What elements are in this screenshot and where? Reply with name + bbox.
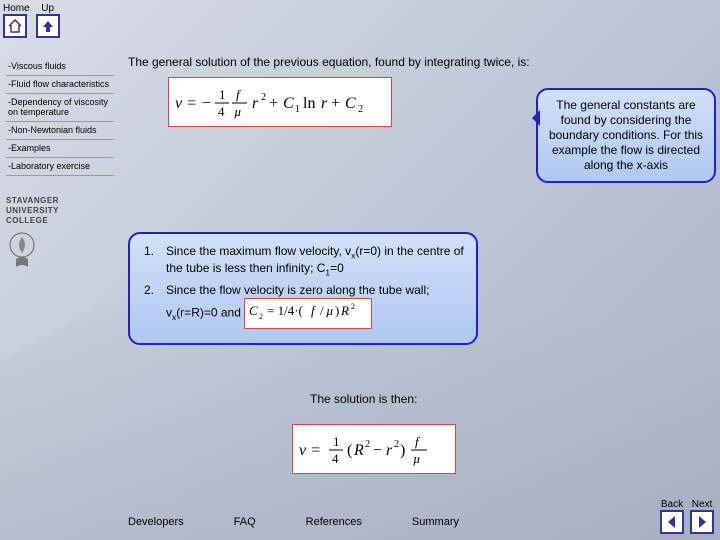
sidebar-item-examples[interactable]: -Examples: [6, 140, 114, 158]
home-button[interactable]: [3, 14, 27, 38]
svg-text:4: 4: [218, 104, 225, 119]
next-label: Next: [690, 499, 714, 510]
svg-text:1: 1: [295, 104, 300, 115]
bottom-nav: Back Next: [660, 499, 714, 534]
solution-label: The solution is then:: [310, 392, 417, 406]
svg-text:r: r: [321, 95, 328, 112]
svg-text:2: 2: [394, 439, 399, 450]
next-button[interactable]: [690, 510, 714, 534]
footer-references[interactable]: References: [306, 516, 362, 528]
svg-text:ln: ln: [303, 95, 315, 112]
svg-text:1: 1: [333, 434, 340, 449]
equation-c2: C 2 = 1/4·( f / µ ) R 2: [244, 298, 372, 329]
sidebar: -Viscous fluids -Fluid flow characterist…: [6, 58, 114, 276]
left-arrow-icon: [664, 514, 680, 530]
back-button[interactable]: [660, 510, 684, 534]
svg-text:R: R: [353, 442, 364, 459]
svg-text:C: C: [249, 303, 258, 318]
svg-text:/: /: [320, 303, 324, 318]
condition-2: 2. Since the flow velocity is zero along…: [144, 283, 466, 329]
footer-summary[interactable]: Summary: [412, 516, 459, 528]
up-arrow-icon: [40, 18, 56, 34]
svg-text:−: −: [373, 442, 382, 459]
up-button[interactable]: [36, 14, 60, 38]
svg-text:2: 2: [358, 104, 363, 115]
condition-1: 1. Since the maximum flow velocity, vx(r…: [144, 244, 466, 279]
svg-text:f: f: [311, 303, 317, 318]
equation-1: v = − 1 4 f µ r 2 + C 1 ln r + C 2: [168, 77, 392, 127]
college-name: STAVANGER UNIVERSITY COLLEGE: [6, 196, 114, 227]
intro-text: The general solution of the previous equ…: [128, 55, 708, 69]
sidebar-item-dependency[interactable]: -Dependency of viscosity on temperature: [6, 94, 114, 123]
condition-1-num: 1.: [144, 244, 166, 279]
svg-text:+: +: [331, 95, 340, 112]
svg-text:v =: v =: [299, 442, 321, 459]
condition-2-num: 2.: [144, 283, 166, 329]
condition-2-text: Since the flow velocity is zero along th…: [166, 283, 466, 329]
svg-text:µ: µ: [326, 303, 334, 318]
footer-links: Developers FAQ References Summary: [128, 516, 459, 528]
svg-text:+: +: [269, 95, 278, 112]
college-logo-icon: [6, 231, 38, 271]
footer-developers[interactable]: Developers: [128, 516, 184, 528]
svg-text:2: 2: [259, 312, 263, 321]
topbar: Home Up: [3, 3, 60, 38]
svg-text:4: 4: [332, 451, 339, 466]
footer-faq[interactable]: FAQ: [234, 516, 256, 528]
equation-solution: v = 1 4 ( R 2 − r 2 ) f µ: [292, 424, 456, 474]
back-label: Back: [660, 499, 684, 510]
svg-text:): ): [335, 303, 339, 318]
sidebar-item-laboratory[interactable]: -Laboratory exercise: [6, 158, 114, 176]
svg-text:R: R: [340, 303, 349, 318]
svg-text:µ: µ: [413, 451, 421, 466]
svg-text:): ): [400, 442, 405, 459]
svg-text:r: r: [386, 442, 393, 459]
svg-text:C: C: [283, 95, 294, 112]
home-label: Home: [3, 3, 30, 14]
svg-text:C: C: [345, 95, 356, 112]
svg-text:2: 2: [351, 302, 355, 311]
svg-text:v = −: v = −: [175, 95, 212, 112]
callout-constants: The general constants are found by consi…: [536, 88, 716, 183]
sidebar-item-viscous[interactable]: -Viscous fluids: [6, 58, 114, 76]
svg-text:2: 2: [261, 92, 266, 103]
sidebar-item-nonnewtonian[interactable]: -Non-Newtonian fluids: [6, 122, 114, 140]
svg-text:(: (: [347, 442, 352, 459]
up-group: Up: [36, 3, 60, 38]
svg-text:µ: µ: [234, 104, 242, 119]
condition-1-text: Since the maximum flow velocity, vx(r=0)…: [166, 244, 466, 279]
svg-text:f: f: [415, 434, 421, 449]
sidebar-item-fluidflow[interactable]: -Fluid flow characteristics: [6, 76, 114, 94]
up-label: Up: [36, 3, 60, 14]
home-group: Home: [3, 3, 30, 38]
back-group: Back: [660, 499, 684, 534]
svg-text:= 1/4·(: = 1/4·(: [267, 303, 303, 318]
right-arrow-icon: [694, 514, 710, 530]
svg-text:r: r: [252, 95, 259, 112]
home-icon: [7, 18, 23, 34]
next-group: Next: [690, 499, 714, 534]
svg-text:1: 1: [219, 87, 226, 102]
svg-text:f: f: [236, 87, 242, 102]
callout-conditions: 1. Since the maximum flow velocity, vx(r…: [128, 232, 478, 345]
callout-constants-text: The general constants are found by consi…: [549, 98, 703, 172]
svg-text:2: 2: [365, 439, 370, 450]
